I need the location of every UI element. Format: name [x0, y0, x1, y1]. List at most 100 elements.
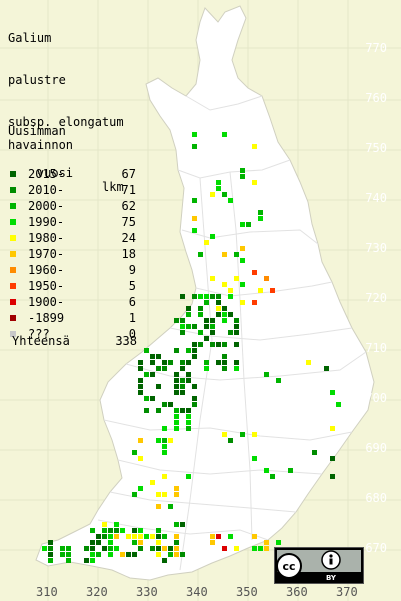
observation-square [96, 552, 101, 557]
observation-square [174, 390, 179, 395]
legend-year-label: ??? [28, 327, 50, 341]
observation-square [138, 528, 143, 533]
y-axis-label: 680 [365, 491, 387, 505]
legend-header: vuosi lkm [8, 152, 138, 194]
observation-square [192, 396, 197, 401]
legend-count: 67 [121, 167, 136, 181]
observation-square [186, 378, 191, 383]
observation-square [42, 546, 47, 551]
observation-square [132, 528, 137, 533]
observation-square [222, 306, 227, 311]
observation-square [162, 438, 167, 443]
observation-square [228, 312, 233, 317]
observation-square [162, 402, 167, 407]
legend-year-label: 1900- [28, 295, 65, 309]
title-line: Galium [8, 31, 52, 45]
legend-count: 0 [128, 327, 136, 341]
observation-square [144, 534, 149, 539]
observation-square [210, 192, 215, 197]
observation-square [264, 276, 269, 281]
observation-square [264, 468, 269, 473]
observation-square [252, 456, 257, 461]
y-axis-label: 760 [365, 91, 387, 105]
observation-square [180, 384, 185, 389]
observation-square [192, 294, 197, 299]
observation-square [240, 168, 245, 173]
observation-square [234, 366, 239, 371]
legend-swatch [10, 331, 16, 337]
observation-square [204, 366, 209, 371]
observation-square [84, 546, 89, 551]
observation-square [156, 384, 161, 389]
observation-square [156, 552, 161, 557]
observation-square [168, 438, 173, 443]
observation-square [204, 294, 209, 299]
observation-square [270, 288, 275, 293]
observation-square [90, 528, 95, 533]
observation-square [198, 312, 203, 317]
observation-square [330, 390, 335, 395]
legend-count: 24 [121, 231, 136, 245]
observation-square [144, 348, 149, 353]
observation-square [330, 474, 335, 479]
observation-square [156, 366, 161, 371]
observation-square [168, 504, 173, 509]
x-axis-label: 350 [236, 585, 258, 599]
observation-square [192, 228, 197, 233]
observation-square [48, 552, 53, 557]
observation-square [222, 366, 227, 371]
observation-square [138, 486, 143, 491]
observation-square [186, 372, 191, 377]
observation-square [138, 378, 143, 383]
observation-square [174, 318, 179, 323]
observation-square [174, 372, 179, 377]
observation-square [162, 546, 167, 551]
observation-square [180, 324, 185, 329]
observation-square [258, 546, 263, 551]
observation-square [156, 534, 161, 539]
observation-square [222, 354, 227, 359]
observation-square [120, 552, 125, 557]
observation-square [228, 288, 233, 293]
observation-square [216, 342, 221, 347]
observation-square [186, 408, 191, 413]
y-axis-label: 690 [365, 441, 387, 455]
observation-square [186, 306, 191, 311]
observation-square [192, 342, 197, 347]
observation-square [192, 402, 197, 407]
observation-square [252, 300, 257, 305]
legend-count: 5 [128, 279, 136, 293]
observation-square [114, 546, 119, 551]
observation-square [210, 342, 215, 347]
x-axis-label: 340 [186, 585, 208, 599]
observation-square [216, 186, 221, 191]
observation-square [174, 534, 179, 539]
observation-square [66, 546, 71, 551]
observation-square [210, 276, 215, 281]
observation-square [150, 360, 155, 365]
observation-square [216, 306, 221, 311]
observation-square [204, 240, 209, 245]
observation-square [174, 486, 179, 491]
observation-square [258, 210, 263, 215]
observation-square [120, 528, 125, 533]
observation-square [174, 420, 179, 425]
observation-square [222, 318, 227, 323]
observation-square [114, 522, 119, 527]
legend-swatch [10, 299, 16, 305]
observation-square [228, 534, 233, 539]
observation-square [222, 132, 227, 137]
observation-square [150, 480, 155, 485]
observation-square [156, 546, 161, 551]
observation-square [180, 318, 185, 323]
cc-license-badge[interactable]: cc BY [274, 547, 364, 584]
observation-square [180, 378, 185, 383]
observation-square [96, 534, 101, 539]
species-title: Galium palustre subsp. elongatum [8, 3, 124, 143]
observation-square [198, 330, 203, 335]
observation-square [108, 534, 113, 539]
observation-square [174, 552, 179, 557]
observation-square [114, 528, 119, 533]
observation-square [192, 354, 197, 359]
legend-swatch [10, 283, 16, 289]
